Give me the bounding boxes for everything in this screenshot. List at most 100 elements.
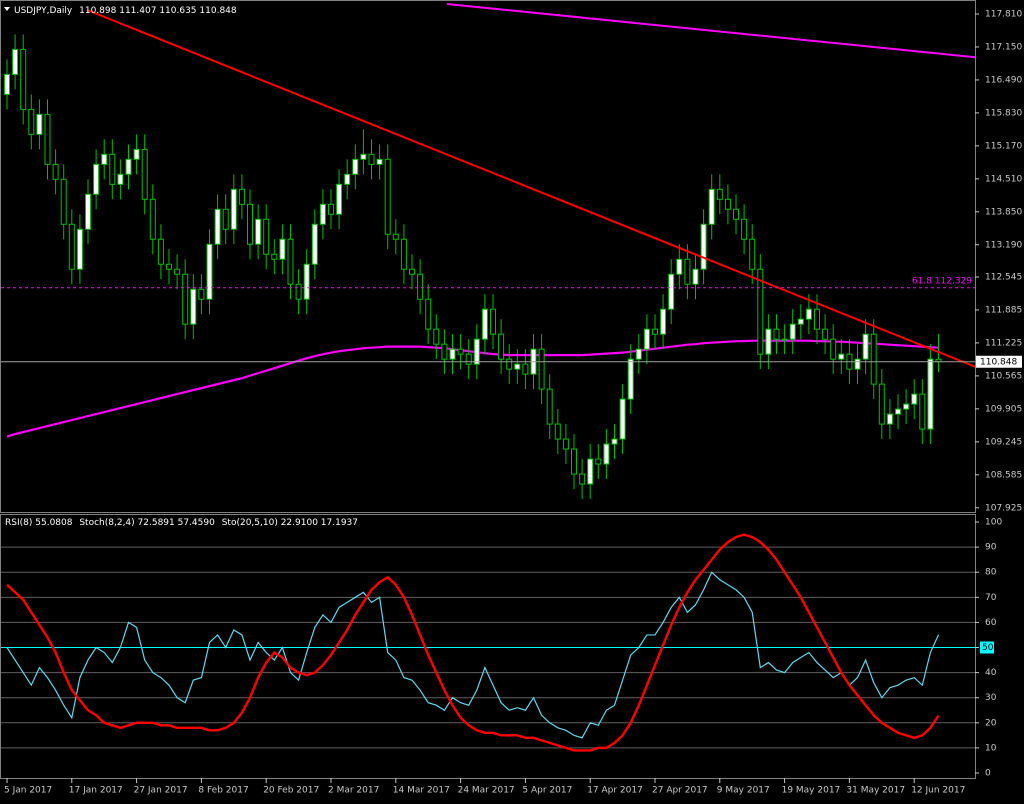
candle-body xyxy=(595,458,602,465)
candle-body xyxy=(805,308,812,320)
sto-name: Sto(20,5,10) xyxy=(222,518,278,528)
candle-body xyxy=(328,203,334,215)
candle-body xyxy=(854,358,861,370)
candle-body xyxy=(506,358,513,370)
candle-body xyxy=(757,268,764,355)
candle-body xyxy=(85,193,91,230)
candle-body xyxy=(433,328,440,345)
candle-body xyxy=(652,328,658,335)
candle-body xyxy=(109,153,116,185)
candle-body xyxy=(68,223,75,270)
price-panel xyxy=(0,0,976,513)
candle-body xyxy=(660,308,667,335)
y-tick-label: 30 xyxy=(985,693,997,703)
candle-body xyxy=(465,353,472,365)
candle-body xyxy=(579,473,586,485)
candle-body xyxy=(457,348,464,355)
y-tick-label: 20 xyxy=(985,718,997,728)
candle-body xyxy=(384,158,391,235)
candle-body xyxy=(724,198,731,210)
candle-body xyxy=(409,268,415,275)
candle-body xyxy=(417,273,424,300)
y-tick-label: 111.885 xyxy=(985,305,1022,315)
candle-body xyxy=(814,308,820,330)
indicator-plot xyxy=(1,533,975,752)
indicator-header: RSI(8) 55.0808 Stoch(8,2,4) 72.5891 57.4… xyxy=(5,518,358,528)
indicator-line xyxy=(6,571,940,739)
candle-body xyxy=(125,158,132,175)
candle-body xyxy=(911,393,918,405)
y-tick-label: 108.585 xyxy=(985,470,1022,480)
candle-body xyxy=(700,223,707,270)
y-tick-label: 10 xyxy=(985,743,997,753)
candle-body xyxy=(206,243,213,300)
y-tick-label: 115.830 xyxy=(985,108,1022,118)
y-tick-label: 117.150 xyxy=(985,42,1022,52)
last-low: 110.635 xyxy=(159,6,196,16)
candle-body xyxy=(101,153,108,165)
candle-body xyxy=(886,413,893,425)
x-tick-label: 17 Jan 2017 xyxy=(69,786,123,796)
x-tick-label: 8 Feb 2017 xyxy=(198,786,248,796)
candle-body xyxy=(587,458,594,485)
candle-body xyxy=(603,443,610,465)
candle-body xyxy=(44,113,51,165)
candle-body xyxy=(927,358,934,430)
candle-body xyxy=(149,198,156,240)
candle-body xyxy=(287,238,294,285)
symbol-title: USDJPY,Daily xyxy=(14,6,73,16)
candle-body xyxy=(514,363,521,370)
candle-body xyxy=(473,338,480,365)
candle-body xyxy=(392,233,399,240)
y-tick-label: 50 xyxy=(982,643,994,653)
y-tick-label: 110.565 xyxy=(985,371,1022,381)
x-tick-label: 20 Feb 2017 xyxy=(263,786,319,796)
candle-body xyxy=(255,218,262,245)
rsi-name: RSI(8) xyxy=(5,518,32,528)
y-tick-highlight xyxy=(980,641,994,654)
menu-arrow xyxy=(4,7,10,11)
candle-body xyxy=(481,308,488,340)
candle-body xyxy=(635,348,642,360)
candle-body xyxy=(141,148,148,200)
candle-body xyxy=(765,328,772,355)
x-tick-label: 5 Jan 2017 xyxy=(4,786,52,796)
candle-body xyxy=(93,163,100,195)
candle-body xyxy=(822,328,829,340)
price-header: USDJPY,Daily 110.898 111.407 110.635 110… xyxy=(14,6,237,16)
last-close: 110.848 xyxy=(199,6,236,16)
x-tick-label: 12 Jun 2017 xyxy=(911,786,965,796)
x-tick-label: 31 May 2017 xyxy=(846,786,905,796)
candle-body xyxy=(546,388,553,425)
candle-body xyxy=(76,228,83,270)
candle-body xyxy=(716,188,723,200)
fib-label: 61.8 112.329 xyxy=(912,276,972,286)
candle-body xyxy=(344,173,351,185)
candle-body xyxy=(174,268,181,275)
candle-body xyxy=(441,343,448,360)
candle-body xyxy=(522,363,529,375)
last-high: 111.407 xyxy=(119,6,156,16)
candle-body xyxy=(52,163,59,180)
x-tick-label: 27 Apr 2017 xyxy=(652,786,708,796)
y-tick-label: 114.510 xyxy=(985,174,1022,184)
candle-body xyxy=(692,268,699,285)
x-tick-label: 9 May 2017 xyxy=(717,786,770,796)
y-tick-label: 60 xyxy=(985,618,997,628)
y-tick-label: 107.925 xyxy=(985,503,1022,513)
candle-body xyxy=(797,318,804,325)
candle-body xyxy=(425,298,432,330)
candle-body xyxy=(133,148,140,160)
candle-body xyxy=(498,333,505,360)
candle-body xyxy=(895,408,901,415)
candle-body xyxy=(838,353,845,360)
candle-body xyxy=(878,383,885,425)
candle-body xyxy=(117,173,124,185)
candle-body xyxy=(230,188,237,230)
candle-body xyxy=(303,263,310,300)
rsi-last: 55.0808 xyxy=(35,518,72,528)
candle-body xyxy=(157,238,164,265)
y-tick-label: 111.225 xyxy=(985,338,1022,348)
y-tick-label: 109.905 xyxy=(985,404,1022,414)
y-tick-label: 113.190 xyxy=(985,240,1022,250)
